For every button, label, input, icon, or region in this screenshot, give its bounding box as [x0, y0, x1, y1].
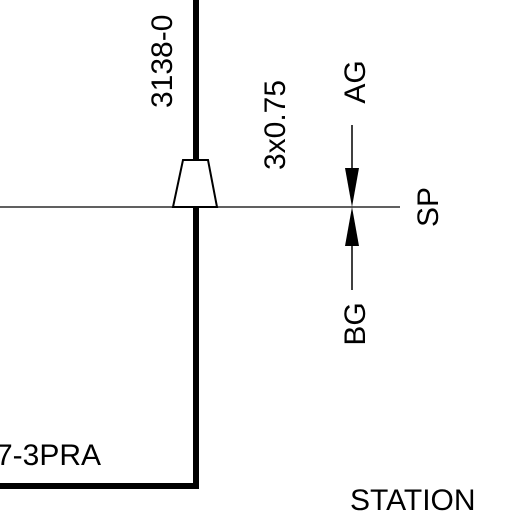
upper-arrow-label: AG — [339, 60, 372, 103]
lower-arrow-label: BG — [339, 302, 372, 345]
dimension-arrows — [345, 125, 359, 290]
right-end-label: SP — [412, 187, 445, 227]
lower-arrow-head — [345, 207, 359, 246]
vertical-conductor-lower — [0, 207, 199, 489]
bottom-right-label: STATION — [350, 484, 476, 512]
cable-id-label: 3138-0 — [146, 15, 179, 108]
connector-symbol — [171, 159, 219, 208]
cable-spec-label: 3x0.75 — [259, 80, 292, 170]
upper-arrow-head — [345, 168, 359, 207]
bottom-left-label: 7-3PRA — [0, 439, 101, 472]
